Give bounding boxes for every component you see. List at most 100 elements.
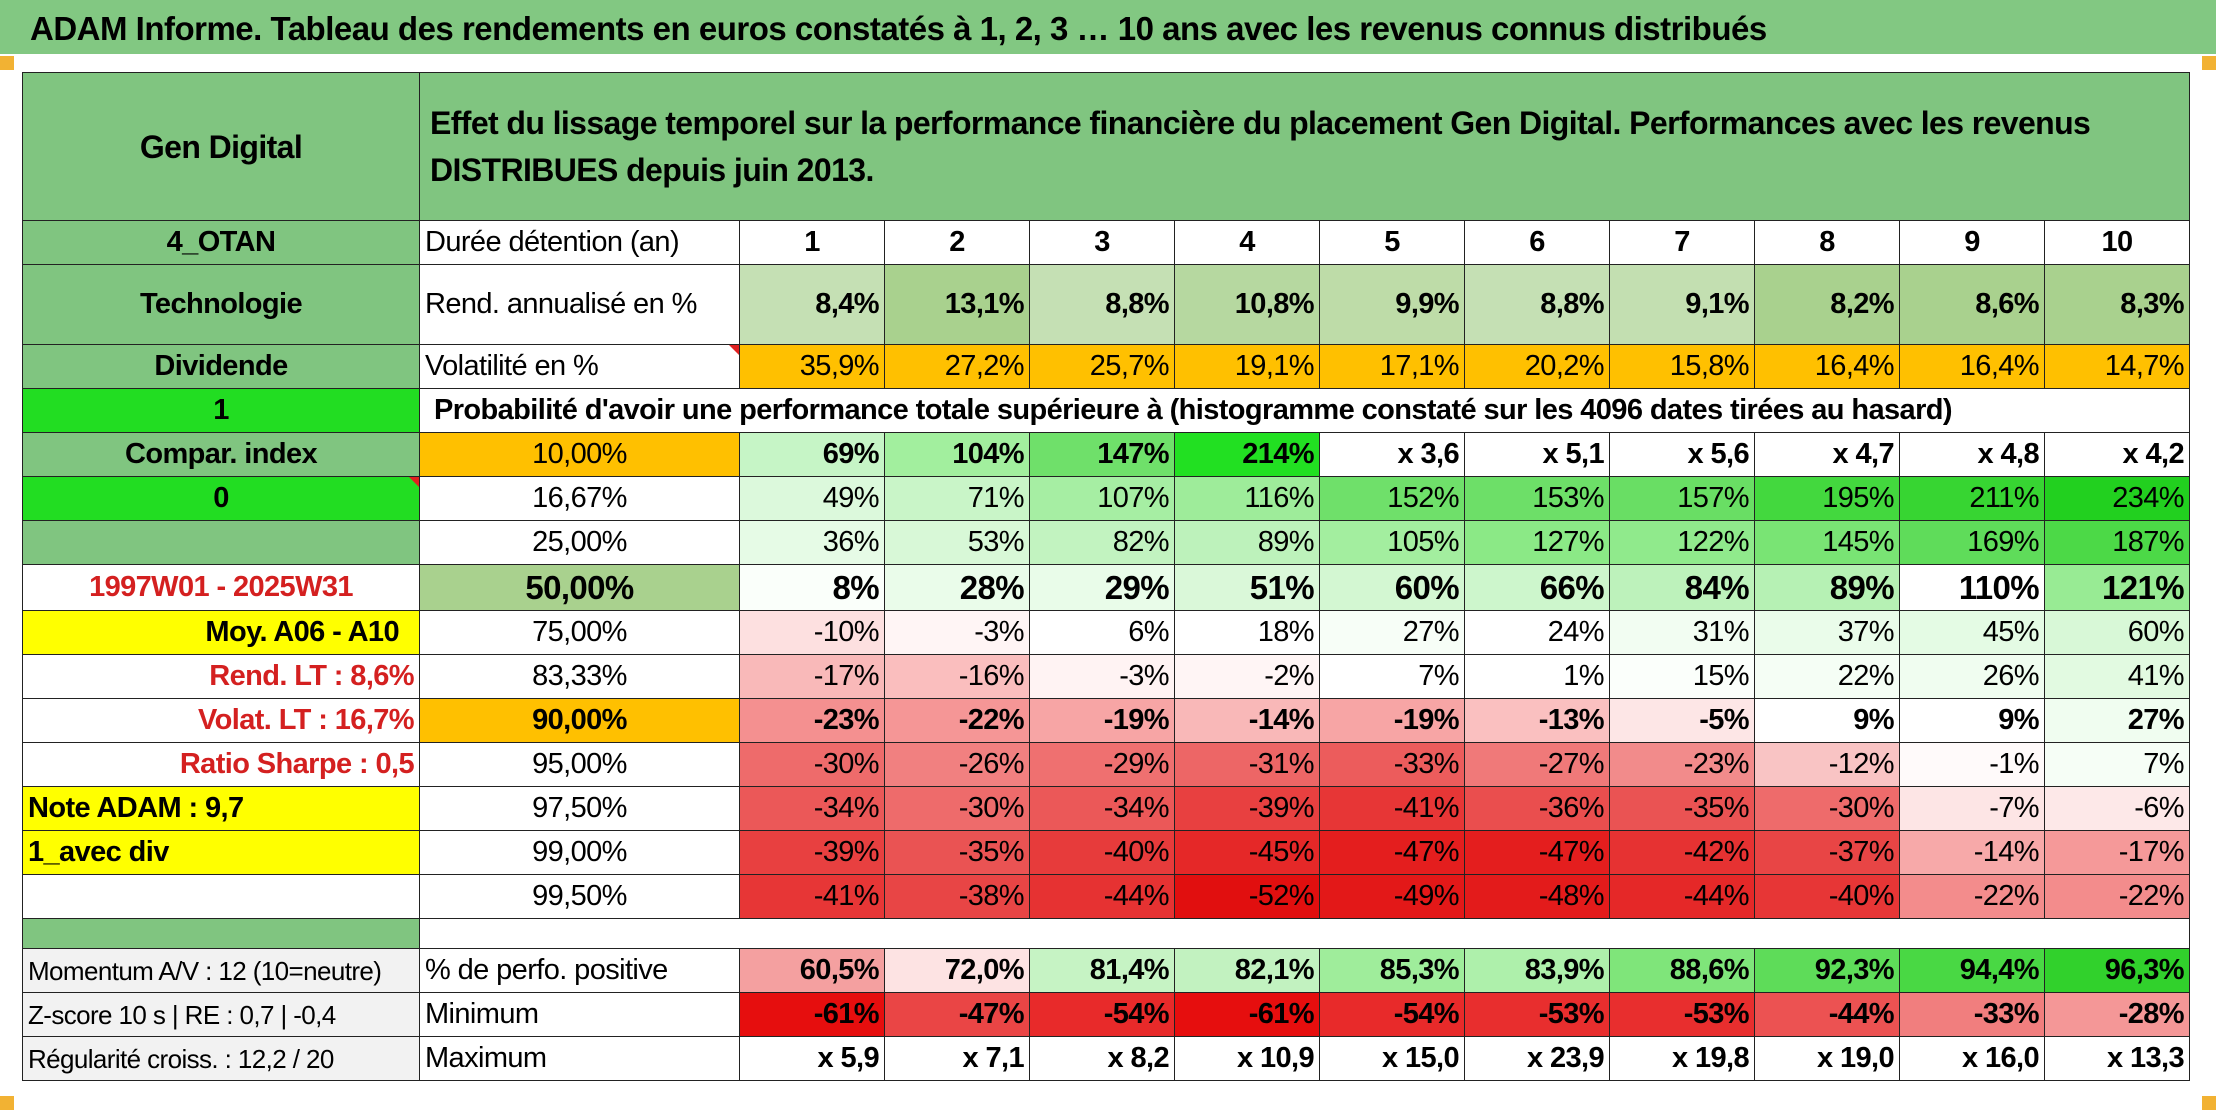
year-header: 1 [739, 220, 885, 265]
perf-cell: -48% [1464, 874, 1610, 919]
min-cell: -47% [884, 992, 1030, 1037]
percentile-label: 83,33% [419, 654, 740, 699]
min-cell: -53% [1464, 992, 1610, 1037]
perf-cell: -7% [1899, 786, 2045, 831]
pos-cell: 81,4% [1029, 948, 1175, 993]
rend-cell: 8,2% [1754, 264, 1900, 345]
perf-cell: -45% [1174, 830, 1320, 875]
perf-cell: -44% [1609, 874, 1755, 919]
perf-cell: 71% [884, 476, 1030, 521]
perf-cell: -22% [2044, 874, 2190, 919]
perf-cell: 66% [1464, 564, 1610, 611]
empty-cell [22, 874, 420, 919]
perf-cell: -5% [1609, 698, 1755, 743]
pos-cell: 94,4% [1899, 948, 2045, 993]
corner-marker [2202, 1096, 2216, 1110]
perf-cell: 27% [2044, 698, 2190, 743]
perf-cell: -35% [1609, 786, 1755, 831]
perf-cell: -22% [884, 698, 1030, 743]
max-cell: x 8,2 [1029, 1036, 1175, 1081]
moy-label: Moy. A06 - A10 [22, 610, 420, 655]
perf-cell: -22% [1899, 874, 2045, 919]
min-cell: -54% [1319, 992, 1465, 1037]
min-cell: -61% [1174, 992, 1320, 1037]
perf-cell: 127% [1464, 520, 1610, 565]
perf-cell: 105% [1319, 520, 1465, 565]
pos-cell: 72,0% [884, 948, 1030, 993]
perf-cell: 122% [1609, 520, 1755, 565]
perf-cell: 6% [1029, 610, 1175, 655]
perf-cell: -40% [1754, 874, 1900, 919]
gap-row [419, 918, 2190, 949]
year-header: 8 [1754, 220, 1900, 265]
perf-cell: 211% [1899, 476, 2045, 521]
perf-cell: -3% [884, 610, 1030, 655]
pos-cell: 82,1% [1174, 948, 1320, 993]
pos-cell: 60,5% [739, 948, 885, 993]
perf-cell: -17% [739, 654, 885, 699]
perf-cell: -44% [1029, 874, 1175, 919]
perf-cell: 45% [1899, 610, 2045, 655]
perf-cell: -23% [1609, 742, 1755, 787]
max-cell: x 19,0 [1754, 1036, 1900, 1081]
perf-cell: -6% [2044, 786, 2190, 831]
rend-cell: 9,9% [1319, 264, 1465, 345]
max-cell: x 10,9 [1174, 1036, 1320, 1081]
rend-cell: 8,6% [1899, 264, 2045, 345]
perf-cell: -40% [1029, 830, 1175, 875]
perf-cell: -1% [1899, 742, 2045, 787]
min-cell: -28% [2044, 992, 2190, 1037]
perf-cell: 69% [739, 432, 885, 477]
rend-cell: 8,8% [1029, 264, 1175, 345]
pos-cell: 92,3% [1754, 948, 1900, 993]
perf-cell: 89% [1174, 520, 1320, 565]
perf-cell: -26% [884, 742, 1030, 787]
max-cell: x 19,8 [1609, 1036, 1755, 1081]
momentum-label: Momentum A/V : 12 (10=neutre) [22, 948, 420, 993]
perf-cell: -41% [1319, 786, 1465, 831]
gap-green-cell [22, 918, 420, 949]
rend-cell: 9,1% [1609, 264, 1755, 345]
pos-cell: 96,3% [2044, 948, 2190, 993]
year-header: 2 [884, 220, 1030, 265]
corner-marker [0, 56, 14, 70]
perf-cell: -39% [1174, 786, 1320, 831]
perf-cell: 82% [1029, 520, 1175, 565]
perf-cell: 18% [1174, 610, 1320, 655]
vol-cell: 14,7% [2044, 344, 2190, 389]
perf-cell: -47% [1464, 830, 1610, 875]
perf-cell: 121% [2044, 564, 2190, 611]
pos-label: % de perfo. positive [419, 948, 740, 993]
min-cell: -33% [1899, 992, 2045, 1037]
perf-cell: x 3,6 [1319, 432, 1465, 477]
perf-cell: -19% [1319, 698, 1465, 743]
perf-cell: -49% [1319, 874, 1465, 919]
duree-label: Durée détention (an) [419, 220, 740, 265]
perf-cell: 8% [739, 564, 885, 611]
pos-cell: 83,9% [1464, 948, 1610, 993]
perf-cell: 15% [1609, 654, 1755, 699]
perf-cell: 24% [1464, 610, 1610, 655]
perf-cell: -34% [1029, 786, 1175, 831]
percentile-label: 99,50% [419, 874, 740, 919]
rend-label: Rend. annualisé en % [419, 264, 740, 345]
perf-cell: x 4,7 [1754, 432, 1900, 477]
perf-cell: 147% [1029, 432, 1175, 477]
perf-cell: 104% [884, 432, 1030, 477]
corner-marker [0, 1096, 14, 1110]
year-header: 10 [2044, 220, 2190, 265]
percentile-label: 99,00% [419, 830, 740, 875]
percentile-label: 10,00% [419, 432, 740, 477]
perf-cell: -41% [739, 874, 885, 919]
sharpe-label: Ratio Sharpe : 0,5 [22, 742, 420, 787]
asset-code: 4_OTAN [22, 220, 420, 265]
perf-cell: -23% [739, 698, 885, 743]
vol-cell: 27,2% [884, 344, 1030, 389]
percentile-label: 75,00% [419, 610, 740, 655]
perf-cell: 28% [884, 564, 1030, 611]
rend-cell: 8,8% [1464, 264, 1610, 345]
perf-cell: -10% [739, 610, 885, 655]
vol-cell: 16,4% [1754, 344, 1900, 389]
perf-cell: -12% [1754, 742, 1900, 787]
vol-cell: 20,2% [1464, 344, 1610, 389]
